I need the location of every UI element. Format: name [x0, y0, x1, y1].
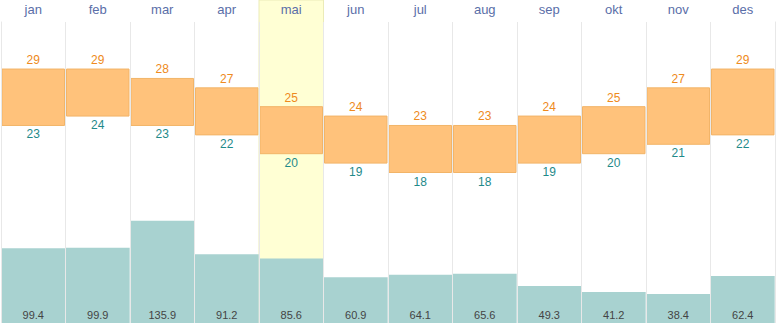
svg-text:99.4: 99.4: [23, 309, 44, 321]
svg-text:23: 23: [478, 109, 492, 123]
svg-text:64.1: 64.1: [410, 309, 431, 321]
svg-text:21: 21: [672, 146, 686, 160]
svg-text:85.6: 85.6: [281, 309, 302, 321]
svg-text:20: 20: [607, 156, 621, 170]
svg-text:24: 24: [349, 100, 363, 114]
svg-text:38.4: 38.4: [668, 309, 689, 321]
svg-text:20: 20: [285, 156, 299, 170]
svg-text:mar: mar: [151, 2, 174, 17]
svg-text:23: 23: [27, 127, 41, 141]
svg-text:feb: feb: [89, 2, 107, 17]
svg-text:65.6: 65.6: [474, 309, 495, 321]
svg-text:jun: jun: [346, 2, 364, 17]
svg-text:mai: mai: [281, 2, 302, 17]
svg-text:des: des: [732, 2, 753, 17]
svg-text:135.9: 135.9: [148, 309, 176, 321]
svg-text:23: 23: [414, 109, 428, 123]
svg-text:24: 24: [543, 100, 557, 114]
svg-text:27: 27: [220, 72, 234, 86]
svg-text:23: 23: [156, 127, 170, 141]
svg-text:25: 25: [285, 91, 299, 105]
svg-text:29: 29: [91, 53, 105, 67]
svg-text:41.2: 41.2: [603, 309, 624, 321]
svg-text:okt: okt: [605, 2, 623, 17]
svg-text:18: 18: [414, 175, 428, 189]
svg-text:29: 29: [27, 53, 41, 67]
svg-text:22: 22: [736, 137, 750, 151]
svg-text:18: 18: [478, 175, 492, 189]
svg-text:28: 28: [156, 62, 170, 76]
svg-text:60.9: 60.9: [345, 309, 366, 321]
svg-text:jan: jan: [24, 2, 42, 17]
svg-text:19: 19: [543, 165, 557, 179]
svg-text:25: 25: [607, 91, 621, 105]
svg-text:jul: jul: [413, 2, 427, 17]
svg-text:nov: nov: [668, 2, 689, 17]
svg-text:22: 22: [220, 137, 234, 151]
svg-text:19: 19: [349, 165, 363, 179]
svg-text:49.3: 49.3: [539, 309, 560, 321]
svg-text:27: 27: [672, 72, 686, 86]
svg-text:62.4: 62.4: [732, 309, 753, 321]
svg-text:91.2: 91.2: [216, 309, 237, 321]
svg-text:99.9: 99.9: [87, 309, 108, 321]
svg-text:aug: aug: [474, 2, 496, 17]
svg-text:24: 24: [91, 118, 105, 132]
svg-text:sep: sep: [539, 2, 560, 17]
svg-text:apr: apr: [217, 2, 236, 17]
svg-text:29: 29: [736, 53, 750, 67]
